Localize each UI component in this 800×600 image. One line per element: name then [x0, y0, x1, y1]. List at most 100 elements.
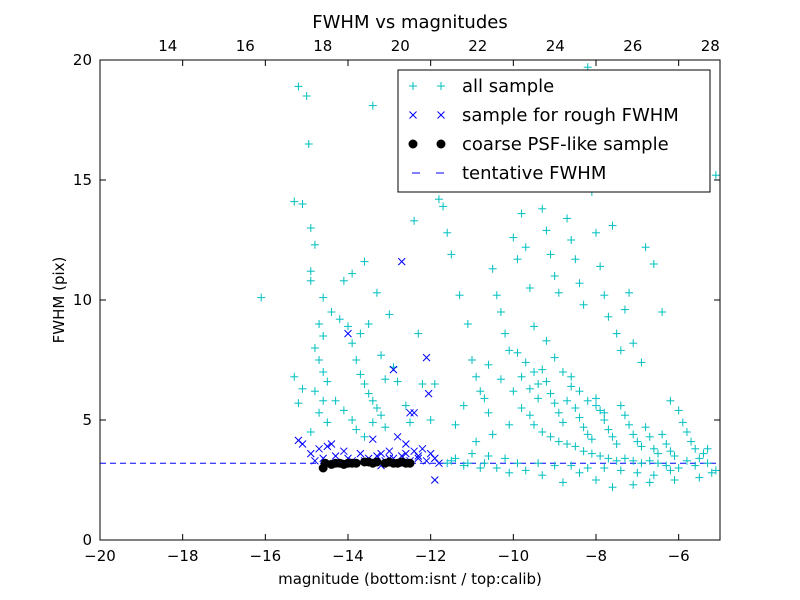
- all-sample-point: [542, 226, 551, 235]
- all-sample-point: [563, 396, 572, 405]
- all-sample-point: [633, 468, 642, 477]
- all-sample-point: [658, 308, 667, 316]
- x-tick-label: −14: [332, 547, 364, 565]
- all-sample-point: [476, 464, 485, 472]
- all-sample-point: [484, 360, 493, 369]
- all-sample-point: [368, 396, 377, 405]
- all-sample-point: [666, 396, 675, 405]
- psf-like-point: [372, 457, 382, 467]
- all-sample-point: [670, 476, 679, 484]
- all-sample-point: [600, 291, 609, 300]
- legend-marker: [437, 111, 445, 119]
- y-tick-label: 20: [73, 51, 92, 69]
- all-sample-point: [459, 461, 468, 470]
- all-sample-point: [538, 365, 547, 374]
- legend-marker: [436, 139, 446, 149]
- all-sample-point: [620, 305, 629, 314]
- all-sample-point: [554, 288, 563, 297]
- all-sample-point: [629, 480, 638, 489]
- x-tick-label: −8: [585, 547, 607, 565]
- all-sample-point: [600, 464, 609, 472]
- all-sample-point: [649, 471, 658, 480]
- legend-entry: all sample: [409, 76, 554, 97]
- all-sample-point: [257, 293, 266, 302]
- all-sample-point: [323, 418, 332, 427]
- all-sample-point: [596, 262, 605, 271]
- all-sample-point: [678, 418, 687, 427]
- all-sample-point: [310, 240, 319, 249]
- all-sample-point: [344, 322, 352, 331]
- all-sample-point: [583, 464, 592, 472]
- axis-ticks: −20 −18 −16 −14 −12 −10 −8 −6 14 16 18 20 22 24 26 28 0 5…: [73, 37, 720, 565]
- all-sample-point: [608, 432, 617, 441]
- rough-fwhm-point: [418, 444, 427, 453]
- all-sample-point: [393, 377, 402, 386]
- all-sample-point: [542, 377, 551, 386]
- all-sample-point: [558, 368, 567, 376]
- rough-fwhm-point: [414, 454, 423, 463]
- y-tick-label: 15: [73, 171, 92, 189]
- rough-fwhm-point: [298, 440, 307, 448]
- all-sample-point: [554, 408, 563, 417]
- top-x-tick-label: 16: [236, 37, 255, 55]
- y-tick-label: 0: [82, 531, 92, 549]
- all-sample-point: [327, 308, 336, 316]
- all-sample-point: [451, 454, 460, 463]
- x-tick-label: −16: [250, 547, 282, 565]
- all-sample-point: [550, 461, 559, 470]
- rough-fwhm-point: [377, 449, 385, 458]
- legend-entry: sample for rough FWHM: [409, 105, 679, 126]
- all-sample-point: [315, 408, 324, 417]
- all-sample-point: [695, 454, 704, 463]
- legend-marker: [409, 111, 417, 119]
- all-sample-point: [521, 466, 530, 475]
- all-sample-point: [443, 228, 452, 237]
- all-sample-point: [290, 197, 299, 206]
- all-sample-point: [484, 408, 493, 417]
- all-sample-point: [459, 401, 468, 410]
- all-sample-point: [616, 346, 625, 355]
- all-sample-point: [637, 358, 646, 367]
- all-sample-point: [530, 420, 538, 429]
- all-sample-point: [546, 389, 555, 398]
- all-sample-point: [691, 444, 700, 453]
- all-sample-point: [306, 428, 315, 436]
- all-sample-point: [699, 449, 708, 458]
- all-sample-point: [302, 92, 311, 100]
- all-sample-point: [513, 459, 522, 468]
- all-sample-point: [534, 459, 543, 468]
- x-axis-label: magnitude (bottom:isnt / top:calib): [278, 570, 542, 588]
- all-sample-point: [637, 459, 646, 468]
- all-sample-point: [513, 255, 522, 264]
- legend-marker: [409, 82, 417, 90]
- all-sample-point: [616, 466, 625, 475]
- all-sample-point: [625, 288, 634, 297]
- rough-fwhm-point: [340, 447, 348, 456]
- all-sample-point: [649, 260, 658, 268]
- all-sample-point: [534, 380, 543, 388]
- all-sample-point: [575, 413, 584, 422]
- all-sample-point: [558, 418, 567, 427]
- all-sample-point: [608, 483, 617, 492]
- all-sample-point: [703, 444, 712, 453]
- rough-fwhm-point: [331, 452, 340, 460]
- chart-title: FWHM vs magnitudes: [312, 12, 507, 33]
- all-sample-point: [480, 394, 489, 403]
- all-sample-point: [625, 420, 634, 429]
- rough-fwhm-point: [306, 449, 315, 458]
- all-sample-point: [451, 420, 460, 429]
- rough-fwhm-point: [344, 329, 352, 338]
- all-sample-point: [654, 449, 662, 458]
- all-sample-point: [455, 291, 464, 300]
- all-sample-point: [534, 394, 543, 403]
- top-x-tick-label: 26: [623, 37, 642, 55]
- legend-label: tentative FWHM: [462, 163, 606, 184]
- all-sample-point: [447, 456, 456, 465]
- all-sample-point: [426, 416, 435, 424]
- all-sample-point: [711, 171, 720, 180]
- rough-fwhm-point: [406, 408, 414, 417]
- all-sample-point: [517, 404, 526, 412]
- all-sample-point: [315, 356, 324, 364]
- legend-entry: coarse PSF-like sample: [408, 134, 669, 155]
- y-tick-label: 5: [82, 411, 92, 429]
